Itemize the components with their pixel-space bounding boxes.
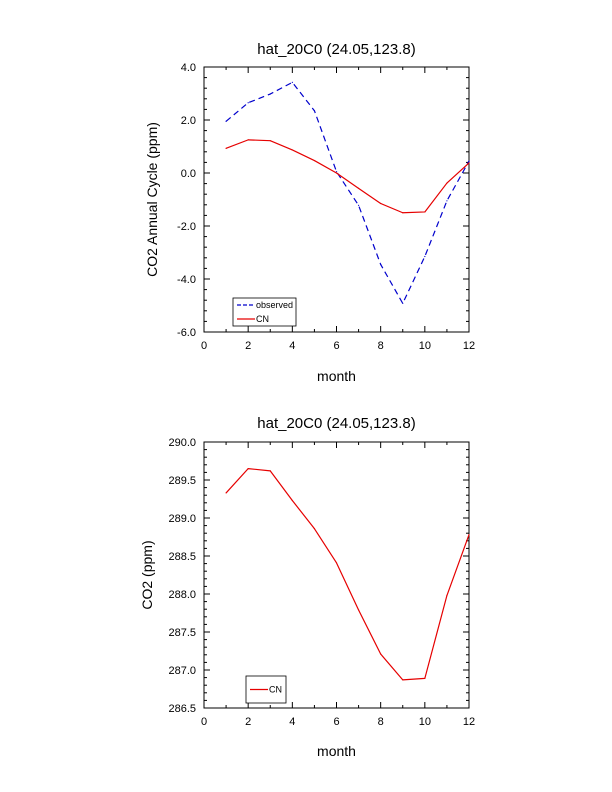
data-point-observed [291, 81, 293, 83]
data-point-observed [424, 255, 426, 258]
y-tick-label: 287.0 [168, 665, 196, 677]
chart-panel-2: hat_20C0 (24.05,123.8) month CO2 (ppm) 0 2 4 6… [139, 415, 475, 759]
data-point-CN [269, 140, 271, 142]
data-point-CN [446, 594, 448, 597]
data-point-CN [468, 534, 470, 536]
x-tick-label: 10 [419, 340, 431, 352]
data-point-observed [446, 200, 448, 202]
x-tick-label: 8 [378, 340, 384, 352]
y-tick-label: -6.0 [177, 327, 196, 339]
data-point-observed [313, 110, 316, 112]
data-point-CN [225, 492, 227, 494]
data-point-CN [247, 468, 249, 470]
data-point-CN [313, 528, 316, 530]
series-line-CN [225, 139, 470, 214]
data-point-observed [402, 302, 404, 304]
chart-panel-1: hat_20C0 (24.05,123.8) month CO2 Annual Cy… [144, 41, 475, 384]
x-axis-label: month [317, 368, 356, 384]
data-point-CN [291, 499, 293, 502]
x-tick-label: 12 [463, 340, 475, 352]
series-line-CN [225, 468, 470, 681]
y-tick-label: 287.5 [168, 627, 196, 639]
y-tick-label: 288.0 [168, 589, 196, 601]
legend-label-CN: CN [256, 314, 269, 324]
data-point-observed [357, 204, 360, 206]
y-tick-label: -2.0 [177, 221, 196, 233]
data-point-CN [424, 211, 426, 213]
legend-label-observed: observed [256, 300, 293, 310]
data-point-CN [424, 677, 426, 679]
data-point-CN [247, 139, 249, 141]
legend-label-CN: CN [269, 685, 282, 695]
x-tick-label: 8 [378, 716, 384, 728]
data-point-observed [247, 102, 249, 104]
data-point-observed [380, 263, 382, 266]
x-tick-label: 10 [419, 716, 431, 728]
data-point-CN [357, 187, 360, 189]
x-tick-label: 2 [245, 340, 251, 352]
data-point-CN [225, 147, 227, 149]
y-tick-label: -4.0 [177, 274, 196, 286]
data-point-observed [468, 160, 470, 162]
data-point-CN [335, 172, 338, 174]
chart-title: hat_20C0 (24.05,123.8) [257, 41, 415, 58]
y-tick-label: 289.0 [168, 513, 196, 525]
data-point-CN [402, 679, 404, 681]
y-axis-label: CO2 (ppm) [139, 540, 155, 609]
data-point-CN [402, 212, 404, 214]
y-tick-label: 0.0 [181, 168, 196, 180]
x-tick-label: 2 [245, 716, 251, 728]
y-tick-label: 290.0 [168, 437, 196, 449]
x-tick-label: 6 [333, 340, 339, 352]
data-point-CN [291, 149, 293, 151]
data-point-CN [380, 202, 382, 205]
x-tick-label: 4 [289, 340, 295, 352]
y-tick-label: 288.5 [168, 551, 196, 563]
data-point-CN [335, 562, 338, 564]
data-point-CN [468, 162, 470, 164]
chart-title: hat_20C0 (24.05,123.8) [257, 415, 415, 432]
data-point-CN [446, 182, 448, 184]
x-tick-label: 0 [201, 716, 207, 728]
y-tick-label: 4.0 [181, 62, 196, 74]
series-line-observed [225, 81, 470, 304]
data-point-CN [269, 470, 271, 472]
legend: observed CN [232, 297, 297, 327]
y-tick-label: 289.5 [168, 475, 196, 487]
data-point-CN [357, 609, 360, 611]
y-axis-label: CO2 Annual Cycle (ppm) [144, 122, 160, 277]
x-tick-label: 4 [289, 716, 295, 728]
data-point-CN [380, 653, 382, 655]
x-tick-label: 6 [333, 716, 339, 728]
x-tick-label: 0 [201, 340, 207, 352]
y-tick-label: 2.0 [181, 115, 196, 127]
plot-frame [203, 441, 470, 709]
y-tick-label: 286.5 [168, 703, 196, 715]
legend-box [232, 297, 297, 327]
x-tick-label: 12 [463, 716, 475, 728]
data-point-observed [335, 171, 338, 173]
legend: CN [245, 675, 287, 704]
x-axis-label: month [317, 743, 356, 759]
data-point-CN [313, 159, 316, 162]
data-point-observed [269, 93, 271, 95]
data-point-observed [225, 120, 227, 122]
